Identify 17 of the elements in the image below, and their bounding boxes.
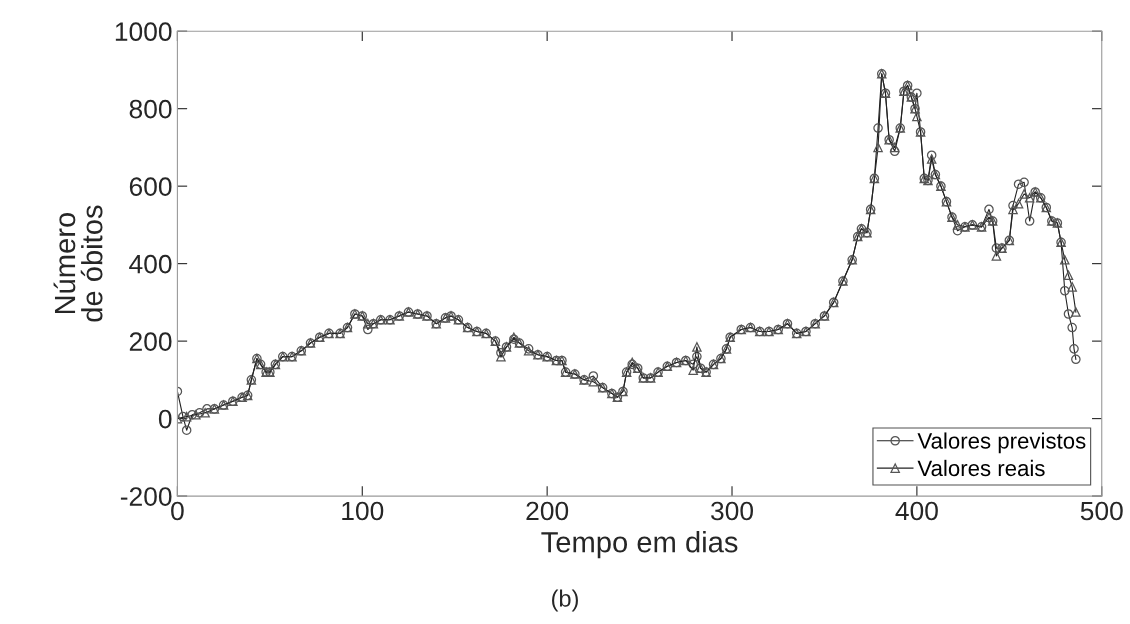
legend-label: Valores previstos — [917, 432, 1086, 454]
x-tick-label: 500 — [1080, 501, 1123, 521]
y-tick-label: 800 — [129, 99, 172, 119]
y-axis-title: Número de óbitos — [53, 205, 103, 322]
x-tick-label: 400 — [895, 501, 938, 521]
x-tick-label: 100 — [342, 501, 384, 521]
y-tick-label: 200 — [129, 332, 172, 351]
y-tick-label: 1000 — [115, 22, 172, 42]
y-tick-label: -200 — [120, 487, 172, 506]
x-tick-label: 200 — [526, 501, 569, 521]
x-tick-label: 300 — [711, 501, 753, 521]
y-tick-label: 600 — [129, 177, 172, 196]
y-tick-label: 400 — [129, 254, 172, 274]
text: (b) — [552, 589, 578, 612]
x-axis-title: Tempo em dias — [541, 531, 738, 559]
y-tick-label: 0 — [158, 409, 172, 429]
legend-label: Valores reais — [917, 459, 1045, 477]
